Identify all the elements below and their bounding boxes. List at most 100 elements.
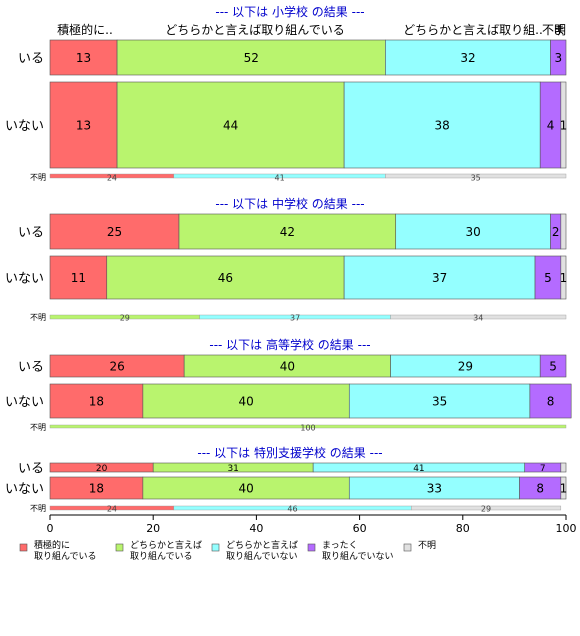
top-category-label: 積極的に..: [57, 22, 113, 37]
unknown-bar-segment: [390, 314, 567, 320]
panel-title: --- 以下は 特別支援学校 の結果 ---: [197, 445, 382, 460]
x-axis-tick-label: 100: [556, 522, 577, 535]
bar-segment: [560, 81, 567, 169]
bar-value-label: 8: [547, 395, 555, 409]
bar-segment: [550, 39, 567, 76]
unknown-row-label: 不明: [30, 173, 46, 182]
unknown-row-label: 不明: [30, 504, 46, 513]
bar-value-label: 18: [89, 482, 104, 496]
unknown-row-label: 不明: [30, 313, 46, 322]
unknown-bar-value-label: 46: [287, 505, 297, 514]
legend-swatch: [19, 543, 28, 552]
bar-value-label: 2: [552, 225, 560, 239]
unknown-bar-segment: [411, 505, 562, 511]
bar-value-label: 13: [76, 119, 91, 133]
panel-title: --- 以下は 高等学校 の結果 ---: [209, 337, 370, 352]
x-axis-tick-label: 20: [146, 522, 160, 535]
row-label: いる: [18, 226, 44, 241]
legend-label-line2: 取り組んでいない: [226, 550, 298, 562]
legend-label-line2: 取り組んでいる: [34, 550, 97, 562]
bar-value-label: 52: [244, 51, 259, 65]
unknown-bar-segment: [49, 424, 567, 429]
bar-value-label: 8: [536, 482, 544, 496]
panel-title: --- 以下は 小学校 の結果 ---: [215, 4, 364, 19]
bar-segment: [343, 81, 541, 169]
row-label: いない: [5, 395, 44, 410]
legend-swatch: [307, 543, 316, 552]
legend-label: 不明: [418, 540, 436, 551]
bar-value-label: 30: [465, 225, 480, 239]
unknown-bar-value-label: 24: [107, 505, 117, 514]
bar-value-label: 1: [560, 271, 568, 285]
top-category-label: どちらかと言えば取り組..: [403, 23, 543, 37]
bar-segment: [116, 81, 345, 169]
bar-value-label: 40: [238, 395, 253, 409]
bar-segment: [560, 476, 567, 500]
bar-value-label: 1: [560, 482, 568, 496]
bar-segment: [178, 213, 397, 250]
bar-segment: [142, 383, 350, 419]
bar-value-label: 37: [432, 271, 447, 285]
bar-segment: [49, 213, 180, 250]
unknown-bar-value-label: 35: [471, 174, 481, 183]
bar-segment: [106, 255, 345, 300]
legend-label: どちらかと言えば: [226, 539, 298, 551]
bar-value-label: 26: [109, 360, 124, 374]
legend-label-line2: 取り組んでいる: [130, 550, 193, 562]
bar-segment: [116, 39, 386, 76]
legend-swatch: [115, 543, 124, 552]
unknown-bar-value-label: 34: [473, 314, 483, 323]
legend-label-line2: 取り組んでいない: [322, 550, 394, 562]
legend-label: どちらかと言えば: [130, 539, 202, 551]
row-label: いない: [5, 119, 44, 134]
unknown-bar-value-label: 29: [481, 505, 491, 514]
bar-segment: [49, 255, 108, 300]
bar-value-label: 13: [76, 51, 91, 65]
bar-segment: [529, 383, 572, 419]
bar-segment: [395, 213, 551, 250]
bar-value-label: 1: [560, 119, 568, 133]
bar-value-label: 38: [435, 119, 450, 133]
row-label: いる: [18, 360, 44, 375]
bar-segment: [49, 81, 118, 169]
bar-segment: [560, 462, 567, 473]
legend-label: 積極的に: [34, 539, 70, 551]
unknown-bar-segment: [385, 173, 567, 179]
unknown-bar-value-label: 41: [275, 174, 285, 183]
unknown-bar-value-label: 37: [290, 314, 300, 323]
bar-segment: [560, 255, 567, 300]
x-axis-tick-label: 0: [47, 522, 54, 535]
bar-segment: [539, 354, 567, 378]
bar-segment: [49, 383, 144, 419]
bar-segment: [343, 255, 536, 300]
bar-value-label: 11: [71, 271, 86, 285]
top-category-label: 不明: [542, 23, 566, 37]
bar-value-label: 40: [280, 360, 295, 374]
bar-value-label: 7: [540, 464, 546, 474]
unknown-bar-value-label: 24: [107, 174, 117, 183]
unknown-row-label: 不明: [30, 423, 46, 432]
bar-value-label: 5: [544, 271, 552, 285]
unknown-bar-value-label: 100: [300, 424, 315, 433]
panel-title: --- 以下は 中学校 の結果 ---: [215, 196, 364, 211]
bar-value-label: 44: [223, 119, 238, 133]
unknown-bar-value-label: 29: [120, 314, 130, 323]
bar-segment: [560, 213, 567, 250]
x-axis-tick-label: 40: [249, 522, 263, 535]
top-category-label: どちらかと言えば取り組んでいる: [165, 23, 344, 37]
row-label: いない: [5, 272, 44, 287]
row-label: いない: [5, 482, 44, 497]
bar-value-label: 31: [227, 464, 238, 474]
bar-value-label: 42: [280, 225, 295, 239]
bar-value-label: 29: [458, 360, 473, 374]
bar-value-label: 40: [238, 482, 253, 496]
legend-swatch: [403, 543, 412, 552]
top-category-label: ま: [553, 23, 565, 37]
bar-value-label: 35: [432, 395, 447, 409]
bar-segment: [534, 255, 562, 300]
bar-value-label: 4: [547, 119, 555, 133]
bar-value-label: 33: [427, 482, 442, 496]
x-axis-tick-label: 80: [456, 522, 470, 535]
row-label: いる: [18, 52, 44, 67]
